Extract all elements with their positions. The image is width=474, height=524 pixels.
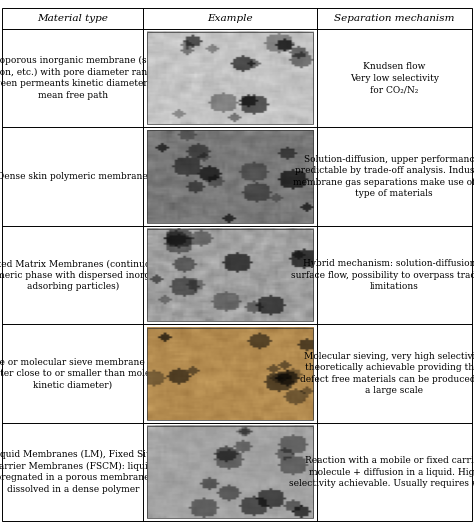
Text: Material type: Material type: [37, 14, 108, 23]
Text: Knudsen flow
Very low selectivity
for CO₂/N₂: Knudsen flow Very low selectivity for CO…: [350, 62, 439, 94]
Text: Dense skin polymeric membrane: Dense skin polymeric membrane: [0, 172, 148, 181]
Text: Hybrid mechanism: solution-diffusion +
surface flow, possibility to overpass tra: Hybrid mechanism: solution-diffusion + s…: [292, 259, 474, 291]
Text: Molecular sieving, very high selectivity
theoretically achievable providing that: Molecular sieving, very high selectivity…: [301, 352, 474, 395]
Text: Zeolite or molecular sieve membrane (pore
diameter close to or smaller than mole: Zeolite or molecular sieve membrane (por…: [0, 357, 174, 390]
Text: Mixed Matrix Membranes (continuous
polymeric phase with dispersed inorganic
adso: Mixed Matrix Membranes (continuous polym…: [0, 259, 169, 291]
Bar: [147, 229, 313, 321]
Text: Separation mechanism: Separation mechanism: [334, 14, 455, 23]
Text: Microporous inorganic membrane (silica,
carbon, etc.) with pore diameter ranging: Microporous inorganic membrane (silica, …: [0, 56, 168, 100]
Text: Liquid Membranes (LM), Fixed Site
Carrier Membranes (FSCM): liquid
impregnated i: Liquid Membranes (LM), Fixed Site Carrie…: [0, 450, 162, 494]
Bar: [147, 426, 313, 518]
Bar: [147, 130, 313, 223]
Text: Solution-diffusion, upper performances
predictable by trade-off analysis. Indust: Solution-diffusion, upper performances p…: [293, 155, 474, 198]
Bar: [147, 32, 313, 124]
Text: Reaction with a mobile or fixed carrier
molecule + diffusion in a liquid. High
s: Reaction with a mobile or fixed carrier …: [290, 456, 474, 488]
Text: Example: Example: [207, 14, 253, 23]
Bar: [147, 328, 313, 420]
